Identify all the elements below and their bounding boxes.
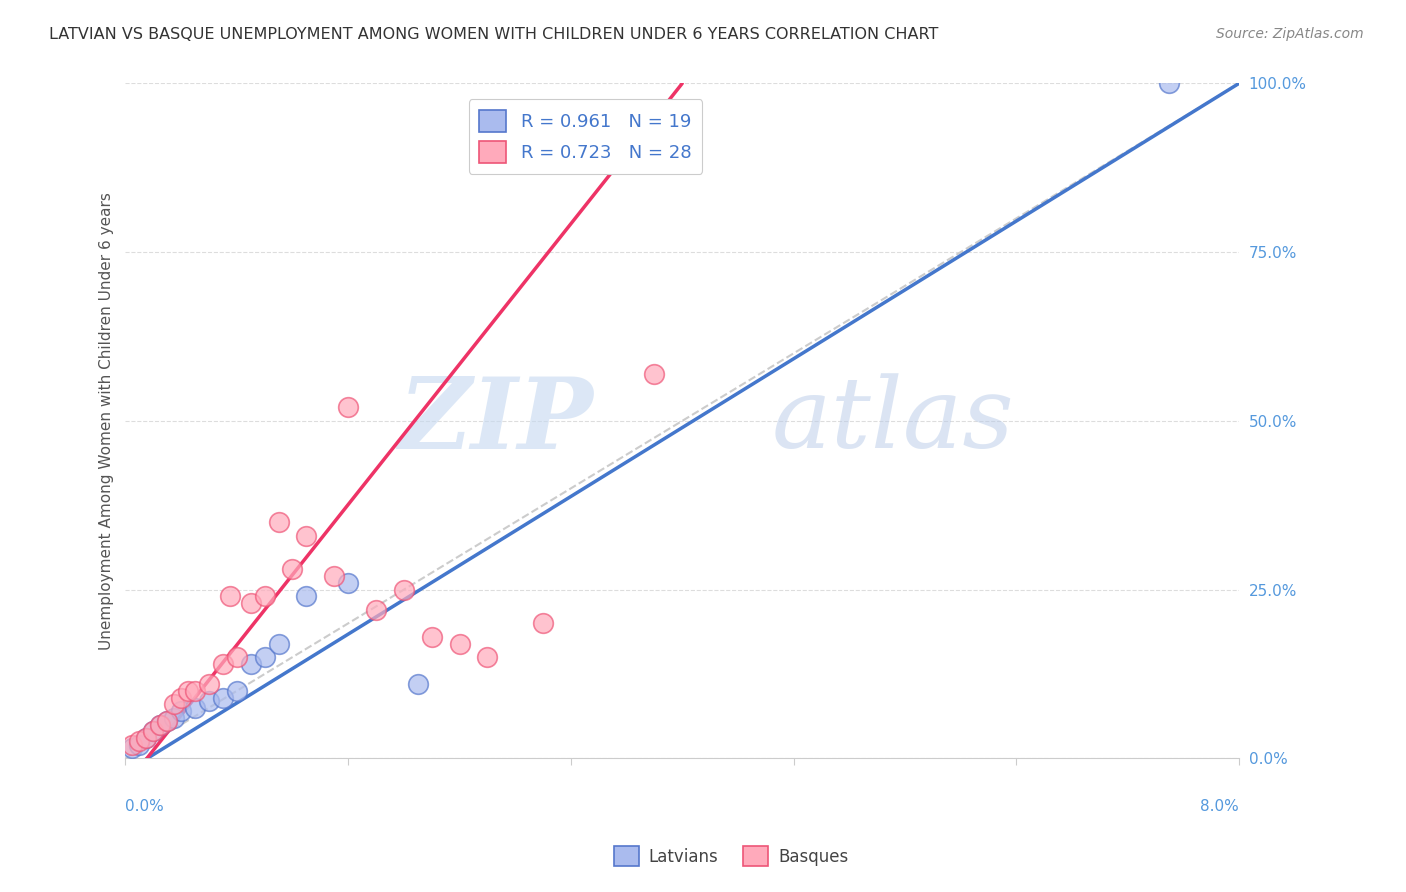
Text: LATVIAN VS BASQUE UNEMPLOYMENT AMONG WOMEN WITH CHILDREN UNDER 6 YEARS CORRELATI: LATVIAN VS BASQUE UNEMPLOYMENT AMONG WOM… [49, 27, 939, 42]
Point [406, 677, 429, 691]
Text: ZIP: ZIP [398, 373, 593, 469]
Point [337, 401, 360, 415]
Point [177, 684, 200, 698]
Legend: Latvians, Basques: Latvians, Basques [607, 839, 855, 873]
Point [156, 714, 179, 729]
Point [281, 562, 304, 576]
Text: 0.0%: 0.0% [125, 799, 165, 814]
Point [184, 700, 207, 714]
Point [170, 704, 193, 718]
Point [225, 684, 247, 698]
Text: atlas: atlas [772, 373, 1014, 468]
Y-axis label: Unemployment Among Women with Children Under 6 years: Unemployment Among Women with Children U… [100, 192, 114, 650]
Point [364, 603, 387, 617]
Point [1159, 77, 1181, 91]
Point [142, 724, 165, 739]
Point [149, 717, 172, 731]
Point [163, 711, 186, 725]
Point [225, 650, 247, 665]
Point [295, 528, 318, 542]
Point [253, 590, 276, 604]
Point [163, 698, 186, 712]
Point [156, 714, 179, 729]
Point [267, 515, 290, 529]
Point [212, 690, 235, 705]
Point [643, 367, 665, 381]
Point [531, 616, 554, 631]
Point [128, 734, 150, 748]
Point [121, 741, 143, 756]
Point [253, 650, 276, 665]
Point [477, 650, 499, 665]
Point [337, 575, 360, 590]
Point [198, 694, 221, 708]
Text: Source: ZipAtlas.com: Source: ZipAtlas.com [1216, 27, 1364, 41]
Point [449, 637, 471, 651]
Point [267, 637, 290, 651]
Legend: R = 0.961   N = 19, R = 0.723   N = 28: R = 0.961 N = 19, R = 0.723 N = 28 [468, 99, 703, 174]
Point [218, 590, 240, 604]
Point [392, 582, 415, 597]
Point [323, 569, 346, 583]
Text: 8.0%: 8.0% [1201, 799, 1239, 814]
Point [239, 657, 262, 671]
Point [121, 738, 143, 752]
Point [212, 657, 235, 671]
Point [135, 731, 157, 745]
Point [149, 717, 172, 731]
Point [198, 677, 221, 691]
Point [239, 596, 262, 610]
Point [170, 690, 193, 705]
Point [420, 630, 443, 644]
Point [128, 738, 150, 752]
Point [295, 590, 318, 604]
Point [135, 731, 157, 745]
Point [142, 724, 165, 739]
Point [184, 684, 207, 698]
